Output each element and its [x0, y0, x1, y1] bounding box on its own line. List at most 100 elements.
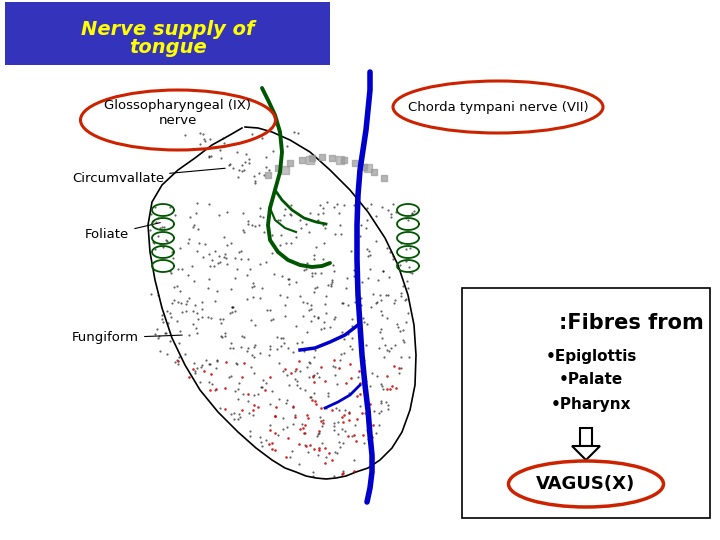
Point — [254, 259, 266, 268]
Point — [240, 150, 252, 158]
Point — [372, 298, 383, 306]
Point — [164, 336, 176, 345]
Point — [319, 443, 330, 452]
Point — [297, 423, 309, 432]
Point — [370, 428, 382, 437]
Point — [270, 403, 282, 411]
Point — [166, 248, 177, 256]
Point — [182, 239, 194, 248]
Point — [293, 356, 305, 365]
Point — [196, 363, 207, 372]
Point — [156, 311, 168, 320]
Point — [303, 373, 315, 381]
Point — [181, 296, 192, 305]
Point — [204, 262, 216, 271]
Point — [356, 355, 367, 364]
Point — [334, 356, 346, 364]
Point — [237, 208, 248, 217]
Point — [248, 401, 260, 410]
Point — [307, 373, 319, 381]
Point — [360, 376, 372, 385]
Point — [275, 334, 287, 342]
Point — [305, 393, 316, 401]
Point — [264, 400, 276, 408]
Point — [261, 435, 272, 444]
Point — [223, 373, 235, 381]
Point — [149, 245, 161, 253]
Point — [326, 406, 338, 415]
Point — [174, 287, 186, 295]
Point — [236, 332, 248, 340]
Point — [400, 318, 412, 326]
Point — [319, 300, 330, 308]
Point — [216, 153, 228, 162]
Point — [310, 268, 321, 277]
Point — [238, 226, 249, 234]
Point — [312, 314, 324, 323]
Point — [252, 389, 264, 398]
Point — [259, 386, 271, 394]
Point — [333, 364, 345, 373]
Point — [312, 282, 323, 291]
Point — [308, 312, 320, 321]
Text: Chorda tympani nerve (VII): Chorda tympani nerve (VII) — [408, 100, 588, 113]
Point — [279, 166, 291, 174]
Point — [338, 335, 350, 343]
Point — [233, 247, 245, 256]
Point — [219, 139, 230, 147]
Point — [218, 252, 230, 261]
Point — [303, 227, 315, 236]
Point — [348, 455, 360, 464]
Point — [161, 350, 173, 359]
Point — [338, 201, 350, 210]
Point — [350, 284, 361, 293]
Point — [225, 285, 237, 293]
Point — [380, 398, 392, 407]
Point — [212, 258, 223, 267]
Point — [404, 268, 415, 276]
Point — [244, 432, 256, 441]
Point — [295, 224, 307, 232]
Point — [329, 448, 341, 456]
Point — [200, 356, 212, 364]
Point — [233, 410, 245, 418]
Point — [150, 217, 162, 226]
Point — [269, 411, 280, 420]
Point — [172, 357, 184, 366]
Point — [229, 408, 240, 417]
Point — [328, 356, 340, 364]
Point — [353, 366, 364, 375]
Point — [167, 298, 179, 307]
Point — [274, 291, 286, 300]
Point — [352, 373, 364, 382]
Point — [323, 448, 335, 457]
Point — [351, 248, 363, 256]
Point — [264, 345, 276, 353]
Point — [264, 306, 276, 314]
Point — [395, 260, 406, 269]
Point — [316, 422, 328, 431]
Point — [355, 301, 366, 310]
Point — [163, 309, 175, 318]
Point — [361, 245, 373, 254]
Point — [240, 270, 252, 279]
Point — [325, 281, 337, 290]
Point — [176, 308, 188, 316]
Point — [305, 301, 317, 310]
Point — [343, 415, 355, 424]
Point — [370, 299, 382, 307]
Point — [176, 265, 188, 273]
Point — [336, 424, 347, 433]
Point — [267, 315, 279, 323]
Point — [225, 410, 237, 418]
Point — [370, 237, 382, 245]
Point — [154, 347, 166, 355]
Point — [191, 329, 202, 338]
Point — [377, 310, 388, 319]
Point — [264, 373, 276, 381]
Point — [329, 371, 341, 380]
Point — [380, 291, 392, 299]
Point — [258, 212, 269, 221]
Point — [255, 437, 266, 446]
Point — [283, 381, 294, 390]
